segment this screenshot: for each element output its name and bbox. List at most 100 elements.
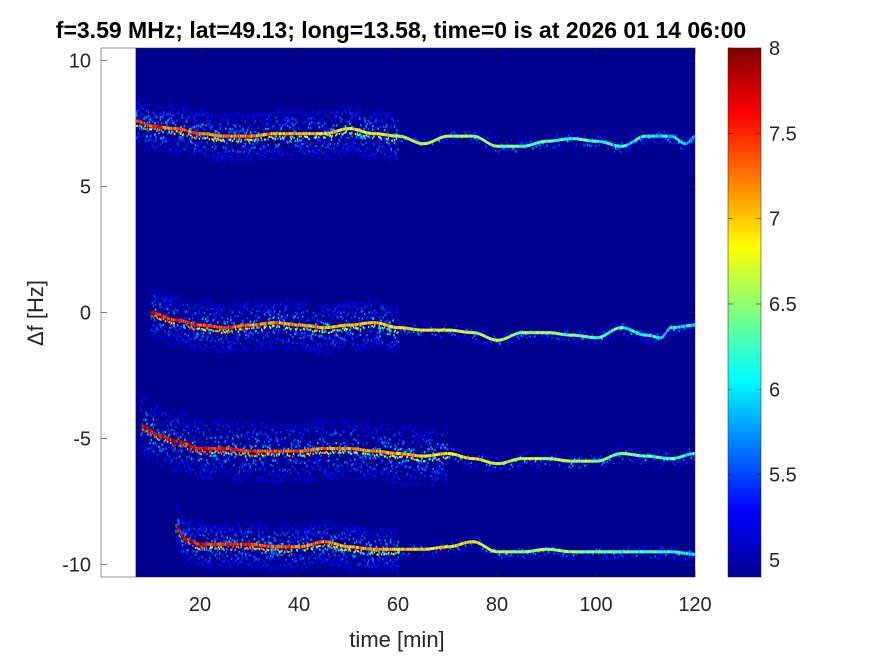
- heatmap-cell: [313, 148, 315, 152]
- heatmap-cell: [273, 304, 276, 307]
- heatmap-cell: [186, 472, 188, 475]
- heatmap-ridge-cell: [676, 137, 678, 141]
- heatmap-cell: [252, 461, 255, 464]
- heatmap-cell: [209, 477, 211, 480]
- heatmap-ridge-cell: [161, 317, 163, 320]
- heatmap-ridge-cell: [436, 328, 438, 332]
- heatmap-cell: [599, 331, 601, 334]
- heatmap-ridge-cell: [247, 138, 249, 141]
- heatmap-cell: [370, 338, 373, 341]
- heatmap-cell: [362, 336, 365, 340]
- heatmap-ridge-cell: [590, 335, 592, 339]
- heatmap-cell: [307, 334, 309, 337]
- heatmap-cell: [160, 136, 163, 139]
- heatmap-cell: [175, 153, 178, 156]
- heatmap-ridge-cell: [361, 322, 363, 326]
- heatmap-cell: [238, 471, 241, 474]
- heatmap-ridge-cell: [136, 124, 138, 127]
- heatmap-cell: [256, 347, 258, 351]
- heatmap-ridge-cell: [373, 132, 375, 136]
- heatmap-cell: [273, 331, 276, 334]
- heatmap-ridge-cell: [247, 134, 250, 138]
- heatmap-cell: [344, 125, 347, 128]
- heatmap-cell: [142, 107, 144, 111]
- heatmap-ridge-cell: [357, 128, 359, 132]
- heatmap-ridge-cell: [444, 328, 446, 332]
- heatmap-cell: [212, 463, 215, 466]
- heatmap-ridge-cell: [594, 139, 596, 143]
- heatmap-ridge-cell: [452, 134, 455, 138]
- heatmap-cell: [254, 146, 256, 149]
- heatmap-cell: [199, 338, 202, 342]
- heatmap-ridge-cell: [169, 317, 171, 321]
- heatmap-cell: [190, 139, 192, 142]
- heatmap-cell: [181, 116, 183, 119]
- heatmap-cell: [596, 133, 598, 136]
- heatmap-cell: [377, 300, 379, 303]
- heatmap-ridge-cell: [277, 321, 279, 325]
- heatmap-ridge-cell: [367, 135, 369, 138]
- heatmap-cell: [348, 137, 350, 140]
- heatmap-ridge-cell: [417, 328, 420, 332]
- heatmap-ridge-cell: [224, 331, 226, 334]
- heatmap-ridge-cell: [300, 135, 302, 138]
- heatmap-ridge-cell: [142, 127, 145, 130]
- heatmap-cell: [339, 154, 341, 157]
- heatmap-ridge-cell: [488, 336, 490, 340]
- heatmap-ridge-cell: [400, 326, 403, 330]
- heatmap-ridge-cell: [197, 327, 200, 330]
- heatmap-cell: [366, 305, 368, 308]
- heatmap-ridge-cell: [156, 129, 158, 132]
- heatmap-ridge-cell: [160, 129, 162, 132]
- heatmap-ridge-cell: [592, 336, 594, 340]
- heatmap-cell: [685, 328, 687, 331]
- heatmap-cell: [189, 127, 191, 131]
- heatmap-ridge-cell: [556, 138, 558, 142]
- heatmap-cell: [219, 462, 221, 465]
- heatmap-cell: [283, 118, 286, 121]
- heatmap-cell: [669, 324, 672, 327]
- heatmap-cell: [261, 346, 264, 349]
- heatmap-ridge-cell: [441, 328, 444, 332]
- heatmap-ridge-cell: [574, 137, 576, 141]
- heatmap-cell: [174, 447, 176, 450]
- heatmap-cell: [213, 463, 216, 466]
- heatmap-ridge-cell: [685, 142, 687, 146]
- heatmap-cell: [360, 344, 363, 347]
- heatmap-cell: [297, 336, 300, 339]
- heatmap-cell: [376, 151, 378, 154]
- heatmap-cell: [295, 306, 297, 309]
- heatmap-cell: [245, 148, 248, 151]
- heatmap-cell: [265, 308, 268, 311]
- heatmap-cell: [258, 477, 260, 480]
- heatmap-cell: [269, 340, 271, 343]
- heatmap-ridge-cell: [418, 141, 420, 145]
- heatmap-cell: [541, 142, 544, 145]
- heatmap-cell: [152, 294, 155, 298]
- heatmap-cell: [181, 113, 183, 117]
- heatmap-cell: [676, 329, 679, 332]
- heatmap-cell: [232, 350, 234, 354]
- heatmap-cell: [274, 337, 277, 340]
- heatmap-cell: [339, 312, 342, 315]
- heatmap-ridge-cell: [571, 333, 573, 337]
- heatmap-ridge-cell: [335, 324, 338, 328]
- heatmap-cell: [308, 144, 311, 147]
- heatmap-cell: [190, 127, 192, 130]
- heatmap-cell: [261, 342, 264, 346]
- heatmap-cell: [561, 337, 563, 340]
- heatmap-ridge-cell: [301, 323, 303, 327]
- heatmap-cell: [251, 425, 254, 428]
- heatmap-ridge-cell: [172, 322, 175, 325]
- heatmap-ridge-cell: [548, 331, 551, 335]
- heatmap-ridge-cell: [155, 311, 158, 315]
- heatmap-cell: [359, 150, 362, 153]
- heatmap-cell: [160, 122, 163, 125]
- heatmap-cell: [603, 143, 606, 146]
- heatmap-cell: [212, 349, 215, 352]
- heatmap-cell: [356, 335, 358, 338]
- heatmap-cell: [443, 327, 446, 330]
- heatmap-ridge-cell: [239, 328, 241, 331]
- heatmap-cell: [173, 430, 175, 433]
- heatmap-cell: [318, 126, 321, 129]
